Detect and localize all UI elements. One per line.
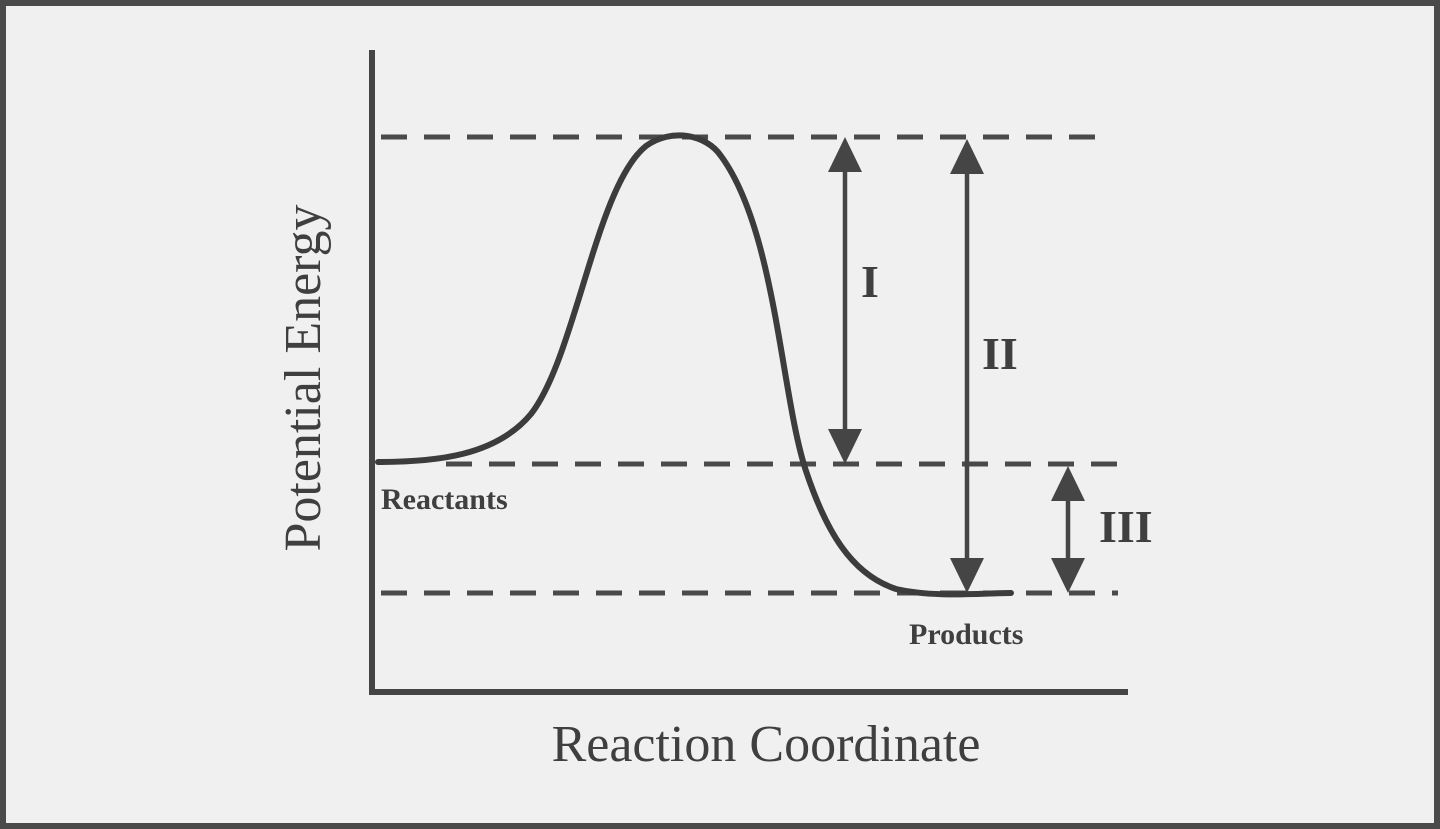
reaction-energy-curve	[375, 132, 1014, 598]
arrow-ii	[950, 139, 984, 593]
interval-label-ii: II	[982, 328, 1018, 379]
y-axis-title: Potential Energy	[275, 204, 332, 551]
interval-label-iii: III	[1099, 501, 1153, 552]
reactants-label: Reactants	[381, 483, 508, 516]
energy-diagram: I II III Reactants Products Potential En…	[275, 50, 1153, 773]
products-label: Products	[909, 618, 1023, 651]
interval-label-i: I	[861, 256, 879, 307]
arrow-i	[828, 137, 862, 464]
x-axis-title: Reaction Coordinate	[552, 716, 981, 773]
arrow-iii	[1051, 466, 1085, 593]
